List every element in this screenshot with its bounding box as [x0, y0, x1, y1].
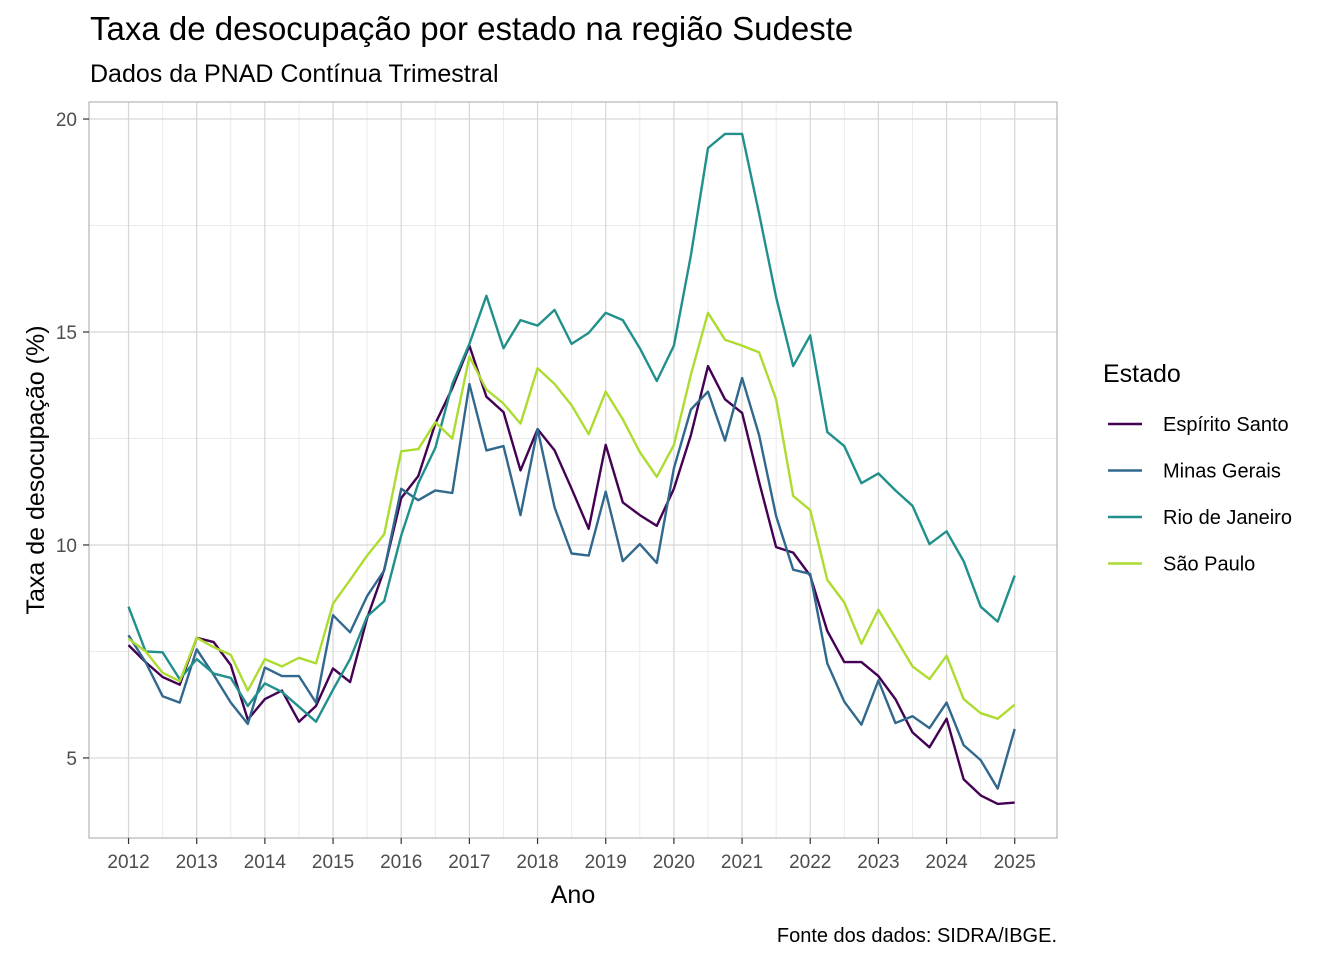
legend-label: Espírito Santo — [1163, 414, 1289, 436]
chart-subtitle: Dados da PNAD Contínua Trimestral — [90, 60, 499, 88]
legend-label: Minas Gerais — [1163, 461, 1281, 483]
y-axis-title: Taxa de desocupação (%) — [22, 325, 50, 614]
chart-title: Taxa de desocupação por estado na região… — [90, 10, 853, 47]
x-tick-label: 2016 — [380, 852, 422, 873]
x-tick-label: 2020 — [653, 852, 695, 873]
series-line-espirito-santo — [127, 344, 1015, 806]
series-line-sao-paulo — [127, 311, 1016, 720]
x-tick-label: 2012 — [107, 852, 149, 873]
x-tick-label: 2017 — [448, 852, 490, 873]
y-tick-label: 10 — [56, 536, 77, 557]
x-tick-label: 2021 — [721, 852, 763, 873]
plot-panel-border — [88, 101, 1058, 839]
y-tick-label: 20 — [56, 110, 77, 131]
series-line-minas-gerais — [127, 376, 1016, 790]
x-tick-label: 2013 — [176, 852, 218, 873]
legend-title: Estado — [1103, 360, 1181, 388]
major-gridlines — [89, 102, 1057, 838]
x-tick-label: 2014 — [244, 852, 287, 873]
x-tick-label: 2024 — [925, 852, 968, 873]
minor-gridlines — [89, 102, 1057, 838]
legend-label: Rio de Janeiro — [1163, 507, 1292, 529]
series-lines — [127, 132, 1016, 806]
y-tick-label: 15 — [56, 323, 77, 344]
axis-ticks: 2012 2013 2014 2015 2016 2017 2018 2019 2020 2021… — [56, 110, 1036, 873]
series-line-rio-de-janeiro — [127, 132, 1016, 723]
x-tick-label: 2023 — [857, 852, 899, 873]
x-tick-label: 2022 — [789, 852, 831, 873]
x-tick-label: 2019 — [585, 852, 627, 873]
x-tick-label: 2018 — [516, 852, 558, 873]
x-tick-label: 2015 — [312, 852, 354, 873]
legend: Estado Espírito Santo Minas Gerais Rio de … — [1103, 360, 1292, 576]
y-tick-label: 5 — [66, 749, 77, 770]
x-axis-title: Ano — [551, 881, 595, 909]
caption: Fonte dos dados: SIDRA/IBGE. — [777, 925, 1057, 947]
legend-label: São Paulo — [1163, 554, 1255, 576]
x-tick-label: 2025 — [994, 852, 1036, 873]
